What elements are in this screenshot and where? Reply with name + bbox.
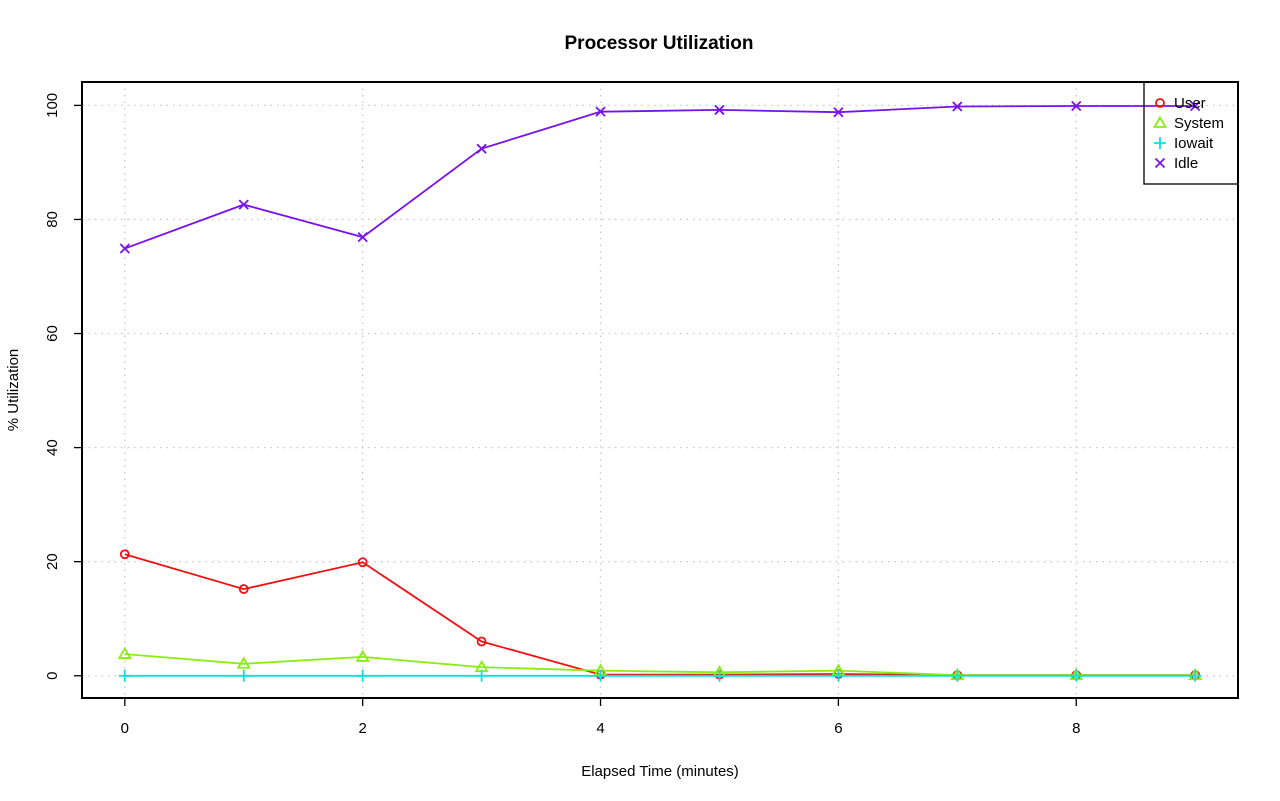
data-point-user [476, 636, 487, 647]
data-point-iowait [475, 669, 488, 682]
data-point-system [236, 656, 251, 669]
data-point-iowait [1070, 669, 1083, 682]
x-tick-label: 0 [121, 720, 129, 737]
y-tick-label: 40 [44, 439, 61, 456]
data-point-iowait [713, 669, 726, 682]
legend-box [1143, 81, 1239, 185]
series-line-idle [124, 105, 1196, 250]
plot-frame [81, 81, 1239, 699]
data-point-idle [833, 107, 844, 118]
legend-marker-user [1155, 98, 1165, 108]
chart-title: Processor Utilization [565, 33, 754, 54]
series-line-user [124, 553, 1196, 677]
y-tick-label: 0 [44, 672, 61, 680]
series-user [119, 549, 1201, 681]
data-point-iowait [118, 669, 131, 682]
data-point-idle [714, 104, 725, 116]
data-point-iowait [594, 669, 607, 682]
y-tick-label: 80 [44, 211, 61, 228]
data-point-idle [476, 143, 487, 154]
x-tick-label: 2 [359, 720, 367, 737]
x-tick-label: 8 [1072, 720, 1080, 737]
data-point-iowait [951, 669, 964, 682]
legend: User System Iowait Idle [1143, 81, 1239, 185]
data-point-iowait [832, 669, 845, 682]
data-point-idle [595, 106, 606, 117]
y-tick-label: 60 [44, 325, 61, 342]
data-point-idle [238, 199, 249, 210]
data-point-system [355, 649, 370, 662]
legend-marker-system [1152, 115, 1168, 128]
data-point-idle [1190, 100, 1201, 112]
legend-label-idle: Idle [1174, 155, 1198, 172]
y-tick-label: 20 [44, 553, 61, 570]
legend-marker-iowait [1154, 137, 1166, 149]
series-line-system [124, 653, 1196, 677]
data-point-idle [952, 101, 963, 112]
data-point-user [238, 584, 249, 594]
series-idle [119, 100, 1201, 254]
x-axis-label: Elapsed Time (minutes) [581, 763, 739, 780]
data-point-iowait [1189, 669, 1202, 682]
x-tick-label: 6 [834, 720, 842, 737]
data-point-idle [119, 243, 130, 254]
data-point-iowait [237, 669, 250, 682]
y-axis-label: % Utilization [5, 349, 22, 432]
data-point-user [119, 549, 130, 560]
data-point-iowait [356, 669, 369, 682]
x-tick-label: 4 [596, 720, 604, 737]
series-layer [117, 100, 1203, 682]
legend-label-iowait: Iowait [1174, 135, 1214, 152]
series-iowait [118, 669, 1202, 682]
legend-label-system: System [1174, 115, 1224, 132]
data-point-idle [1071, 100, 1082, 112]
data-point-system [117, 646, 132, 659]
legend-label-user: User [1174, 95, 1206, 112]
data-point-idle [357, 232, 368, 243]
y-tick-label: 100 [44, 93, 61, 118]
legend-marker-idle [1154, 157, 1166, 169]
grid [82, 82, 1238, 698]
data-point-user [357, 557, 368, 568]
